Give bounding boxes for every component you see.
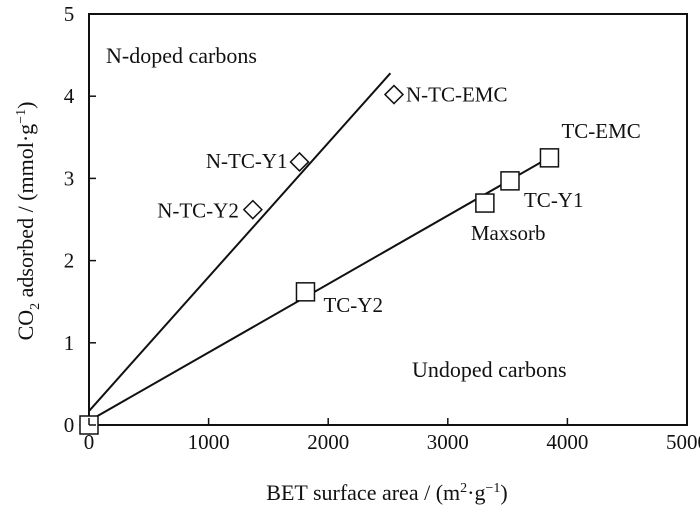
x-axis-title: BET surface area / (m2·g−1) bbox=[266, 480, 507, 505]
plot-frame bbox=[88, 13, 688, 426]
y-tick-label: 2 bbox=[64, 249, 75, 273]
region-label-undoped: Undoped carbons bbox=[412, 357, 567, 382]
x-tick-label: 3000 bbox=[427, 430, 469, 454]
y-axis-title: CO2 adsorbed / (mmol·g−1) bbox=[13, 102, 43, 341]
x-tick-label: 4000 bbox=[546, 430, 588, 454]
point-label: Maxsorb bbox=[471, 221, 546, 245]
x-tick-label: 1000 bbox=[188, 430, 230, 454]
point-label: TC-Y2 bbox=[323, 293, 383, 317]
diamond-marker bbox=[289, 151, 310, 173]
point-label: TC-Y1 bbox=[524, 188, 584, 212]
diamond-marker bbox=[242, 199, 263, 220]
y-tick-label: 4 bbox=[64, 84, 75, 108]
x-tick-label: 2000 bbox=[307, 430, 349, 454]
diamond-marker bbox=[383, 84, 405, 105]
fit-line-diamond bbox=[88, 72, 392, 412]
point-labels: N-TC-EMC N-TC-Y1 N-TC-Y2 TC-EMC TC-Y1 Maxsorb… bbox=[157, 83, 641, 317]
point-label: N-TC-EMC bbox=[406, 83, 508, 107]
y-tick-label: 5 bbox=[64, 2, 75, 26]
plot-border bbox=[88, 13, 688, 426]
square-marker bbox=[500, 171, 520, 191]
y-axis-ticks: 0 1 2 3 4 5 bbox=[64, 2, 96, 437]
point-label: TC-EMC bbox=[561, 119, 640, 143]
square-marker bbox=[539, 148, 560, 168]
square-marker bbox=[295, 282, 316, 302]
point-label: N-TC-Y1 bbox=[206, 149, 288, 173]
y-tick-label: 0 bbox=[64, 413, 75, 437]
square-marker bbox=[475, 193, 495, 213]
y-tick-label: 1 bbox=[64, 331, 75, 355]
point-label: N-TC-Y2 bbox=[157, 199, 239, 223]
region-label-n-doped: N-doped carbons bbox=[106, 43, 257, 68]
x-tick-label: 0 bbox=[84, 430, 95, 454]
y-tick-label: 3 bbox=[64, 166, 75, 190]
